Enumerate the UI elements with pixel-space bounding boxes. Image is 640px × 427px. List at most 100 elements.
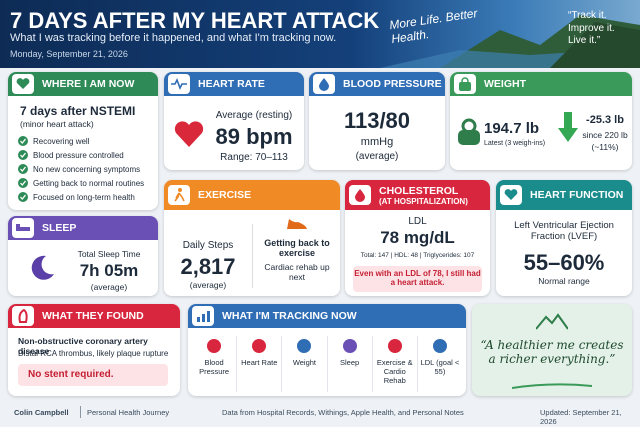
icon xyxy=(454,74,476,94)
card-subtitle: (AT HOSPITALIZATION) xyxy=(379,196,468,206)
note: Latest (3 weigh-ins) xyxy=(484,140,546,147)
card-title: HEART FUNCTION xyxy=(530,189,624,201)
note: (minor heart attack) xyxy=(20,119,94,129)
heart-function-card: HEART FUNCTION Left Ventricular Ejection… xyxy=(496,180,632,296)
tracking-icon xyxy=(432,339,447,353)
status-item: No new concerning symptoms xyxy=(18,162,144,176)
details: Total: 147 | HDL: 48 | Triglycerides: 10… xyxy=(360,252,475,259)
note: (average) xyxy=(90,282,128,292)
weight-card: WEIGHT 194.7 lb Latest (3 weigh-ins) -25… xyxy=(450,72,632,170)
tracking-list: Blood Pressure Heart Rate Weight Sleep Exerc… xyxy=(192,336,462,392)
tracking-icon xyxy=(387,339,402,353)
headline: Non-obstructive coronary artery disease xyxy=(18,336,148,356)
kettlebell-icon xyxy=(458,118,480,145)
tracking-icon xyxy=(342,339,357,353)
icon xyxy=(313,74,335,94)
label: Average (resting) xyxy=(215,110,293,121)
status-item: Recovering well xyxy=(18,134,144,148)
title: 7 DAYS AFTER MY HEART ATTACK xyxy=(10,8,380,33)
status-text: Recovering well xyxy=(33,136,90,146)
status-item: Getting back to normal routines xyxy=(18,176,144,190)
value: 113/80 xyxy=(343,108,411,133)
icon xyxy=(12,218,34,238)
tracking-icon xyxy=(207,339,222,353)
card-header: WHERE I AM NOW xyxy=(8,72,158,96)
card-header: WHAT THEY FOUND xyxy=(8,304,180,328)
card-header: WEIGHT xyxy=(450,72,632,96)
check-icon xyxy=(18,192,28,202)
tracking-label: Blood Pressure xyxy=(199,358,230,376)
icon xyxy=(500,185,522,205)
tracking-label: Sleep xyxy=(340,358,360,367)
project: Personal Health Journey xyxy=(80,406,169,418)
tracking-icon xyxy=(252,339,267,353)
card-header: SLEEP xyxy=(8,216,158,240)
tracking-item: Heart Rate xyxy=(236,336,281,392)
next: Cardiac rehab up next xyxy=(264,262,330,282)
check-icon xyxy=(18,164,28,174)
card-header: HEART FUNCTION xyxy=(496,180,632,210)
heart-rate-card: HEART RATE Average (resting) 89 bpm Rang… xyxy=(164,72,304,170)
header: 7 DAYS AFTER MY HEART ATTACK What I was … xyxy=(0,0,640,68)
tracking-item: LDL (goal < 55) xyxy=(416,336,462,392)
note: (average) xyxy=(355,151,399,162)
label: Total Sleep Time xyxy=(77,249,141,259)
check-icon xyxy=(18,178,28,188)
sleep-card: SLEEP Total Sleep Time 7h 05m (average) xyxy=(8,216,158,296)
underline-swoosh xyxy=(512,383,592,389)
card-title: EXERCISE xyxy=(198,189,252,201)
footer: Colin Campbell Personal Health Journey D… xyxy=(0,400,640,427)
unit: mmHg xyxy=(360,136,394,148)
tracking-label: Heart Rate xyxy=(241,358,278,367)
note: Normal range xyxy=(538,276,590,286)
motto: “A healthier me creates a richer everyth… xyxy=(480,338,624,366)
card-title: HEART RATE xyxy=(198,78,265,90)
mountain-icon xyxy=(536,313,568,330)
range: Range: 70–113 xyxy=(220,152,288,163)
label: LDL xyxy=(408,216,427,227)
value: 2,817 xyxy=(180,254,236,279)
tracking-label: Exercise & Cardio Rehab xyxy=(376,358,413,385)
findings-card: WHAT THEY FOUND Non-obstructive coronary… xyxy=(8,304,180,396)
card-title: SLEEP xyxy=(42,222,77,234)
value: 7h 05m xyxy=(79,261,139,280)
card-title: WEIGHT xyxy=(484,78,526,90)
where-card: WHERE I AM NOW 7 days after NSTEMI (mino… xyxy=(8,72,158,210)
motto-card: “A healthier me creates a richer everyth… xyxy=(472,304,632,396)
tracking-label: LDL (goal < 55) xyxy=(420,358,460,376)
label: Daily Steps xyxy=(182,240,234,251)
card-title: CHOLESTEROL xyxy=(379,184,459,197)
status-text: Focused on long-term health xyxy=(33,192,135,202)
card-header: EXERCISE xyxy=(164,180,340,210)
icon xyxy=(168,74,190,94)
status-text: Getting back to normal routines xyxy=(33,178,145,188)
icon xyxy=(12,306,34,326)
moon-icon xyxy=(31,255,54,280)
callout: Even with an LDL of 78, I still had a he… xyxy=(353,266,482,292)
percent: (~11%) xyxy=(591,142,619,152)
sources: Data from Hospital Records, Withings, Ap… xyxy=(222,408,464,417)
tracking-icon xyxy=(297,339,312,353)
divider xyxy=(252,224,253,288)
card-title: BLOOD PRESSURE xyxy=(343,78,442,90)
check-icon xyxy=(18,136,28,146)
tracking-item: Blood Pressure xyxy=(192,336,236,392)
status: Getting back to exercise xyxy=(264,238,330,258)
change: -25.3 lb xyxy=(586,114,624,126)
status-text: No new concerning symptoms xyxy=(33,164,141,174)
since: since 220 lb xyxy=(582,130,628,140)
status-text: Blood pressure controlled xyxy=(33,150,124,160)
icon xyxy=(192,306,214,326)
icon xyxy=(12,74,34,94)
heart-icon xyxy=(174,121,204,147)
card-title: WHERE I AM NOW xyxy=(42,78,135,90)
icon xyxy=(349,185,371,205)
note: (average) xyxy=(189,280,227,290)
detail: Distal RCA thrombus, likely plaque ruptu… xyxy=(18,349,169,358)
label: Left Ventricular Ejection Fraction (LVEF… xyxy=(514,220,614,242)
card-title: WHAT I'M TRACKING NOW xyxy=(222,310,357,322)
updated: Updated: September 21, 2026 xyxy=(540,408,622,426)
value: 78 mg/dL xyxy=(380,228,455,247)
card-header: CHOLESTEROL (AT HOSPITALIZATION) xyxy=(345,180,490,210)
